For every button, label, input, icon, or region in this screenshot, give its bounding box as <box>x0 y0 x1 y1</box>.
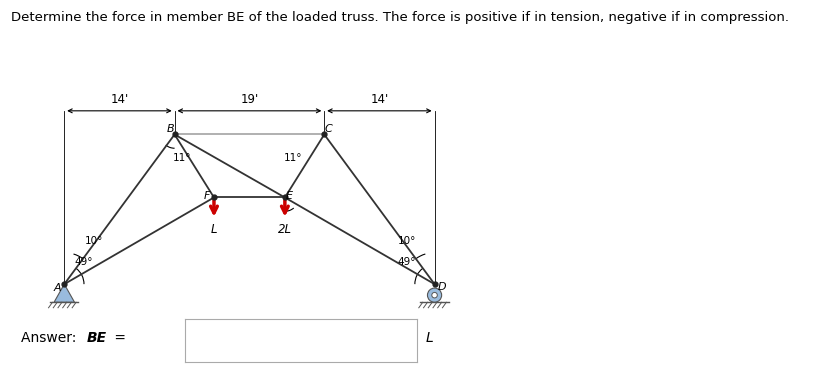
Text: E: E <box>286 191 292 201</box>
Text: Answer:: Answer: <box>21 330 81 345</box>
Circle shape <box>427 288 442 302</box>
Text: 11°: 11° <box>173 153 191 163</box>
Text: A: A <box>53 283 61 293</box>
Text: 10°: 10° <box>85 236 104 246</box>
Text: B: B <box>167 124 174 134</box>
Text: 10°: 10° <box>398 236 416 246</box>
Text: C: C <box>325 124 332 134</box>
Text: 19': 19' <box>241 93 259 106</box>
Text: 49°: 49° <box>398 257 416 267</box>
Text: L: L <box>426 330 433 345</box>
Text: BE: BE <box>87 330 107 345</box>
Circle shape <box>432 292 437 298</box>
Text: D: D <box>438 282 447 292</box>
Text: 14': 14' <box>370 93 388 106</box>
Text: 49°: 49° <box>74 257 92 267</box>
Text: F: F <box>203 191 210 201</box>
Polygon shape <box>54 284 75 302</box>
Text: L: L <box>211 223 217 236</box>
Text: Determine the force in member BE of the loaded truss. The force is positive if i: Determine the force in member BE of the … <box>11 11 788 24</box>
Text: i: i <box>167 333 172 348</box>
Text: 14': 14' <box>110 93 129 106</box>
Text: 11°: 11° <box>285 153 303 163</box>
Text: 2L: 2L <box>278 223 292 236</box>
Text: =: = <box>110 330 131 345</box>
